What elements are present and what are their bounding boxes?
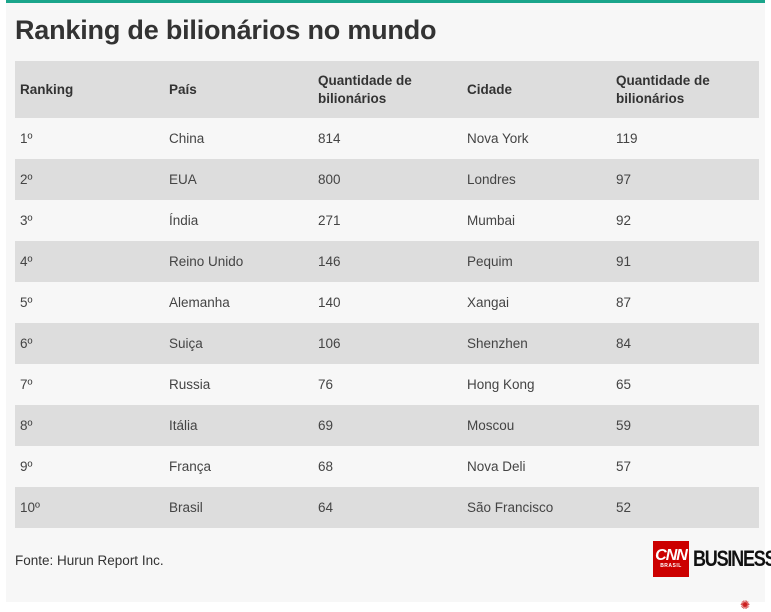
source-note: Fonte: Hurun Report Inc. [15,553,164,568]
infographic-card: Ranking de bilionários no mundo Ranking … [6,0,771,602]
spark-icon: ✺ [740,598,751,612]
cell-country: China [169,131,205,146]
header-country: País [169,81,197,97]
cell-ranking: 6º [20,336,33,351]
header-city: Cidade [467,81,513,97]
cell-city-billionaires: 84 [616,336,632,351]
table-row: 5º Alemanha 140 Xangai 87 [15,282,759,323]
cell-city: Nova Deli [467,459,526,474]
cell-country-billionaires: 76 [318,377,334,392]
cnn-business-logo: CNN BRASIL BUSINESS. [653,541,771,577]
cell-city: Hong Kong [467,377,535,392]
cell-ranking: 2º [20,172,33,187]
cell-country: Reino Unido [169,254,244,269]
business-word: BUSINESS [693,546,771,571]
cell-city: São Francisco [467,500,554,515]
cell-country-billionaires: 106 [318,336,341,351]
cnn-brasil-logo: CNN BRASIL [653,541,689,577]
cell-country-billionaires: 64 [318,500,334,515]
table-row: 9º França 68 Nova Deli 57 [15,446,759,487]
cell-city: Shenzhen [467,336,528,351]
table-row: 7º Russia 76 Hong Kong 65 [15,364,759,405]
header-country-billionaires: Quantidade de bilionários [318,72,412,106]
cell-country-billionaires: 68 [318,459,334,474]
cell-ranking: 4º [20,254,33,269]
cell-city-billionaires: 57 [616,459,632,474]
cell-city-billionaires: 59 [616,418,632,433]
cell-city: Mumbai [467,213,516,228]
table-row: 10º Brasil 64 São Francisco 52 [15,487,759,528]
cell-country: EUA [169,172,197,187]
cell-ranking: 10º [20,500,40,515]
cell-city-billionaires: 65 [616,377,632,392]
cell-city: Moscou [467,418,515,433]
cell-country: Índia [169,213,199,228]
cell-city-billionaires: 52 [616,500,632,515]
table-row: 4º Reino Unido 146 Pequim 91 [15,241,759,282]
cell-ranking: 3º [20,213,33,228]
cell-country: França [169,459,212,474]
cell-country: Brasil [169,500,203,515]
cell-country: Suiça [169,336,203,351]
table-header-row: Ranking País Quantidade de bilionários C… [15,61,759,118]
cell-country-billionaires: 69 [318,418,334,433]
billionaire-ranking-table: Ranking País Quantidade de bilionários C… [15,61,759,528]
cell-ranking: 7º [20,377,33,392]
cell-country-billionaires: 271 [318,213,341,228]
header-city-billionaires: Quantidade de bilionários [616,72,710,106]
cell-ranking: 1º [20,131,33,146]
cell-ranking: 9º [20,459,33,474]
table-row: 1º China 814 Nova York 119 [15,118,759,159]
cell-country-billionaires: 140 [318,295,341,310]
cell-country-billionaires: 146 [318,254,341,269]
cell-country: Russia [169,377,211,392]
cell-city: Londres [467,172,516,187]
table-row: 2º EUA 800 Londres 97 [15,159,759,200]
cell-city-billionaires: 87 [616,295,632,310]
cell-city-billionaires: 92 [616,213,632,228]
cnn-logo-text: CNN [655,547,688,564]
page-title: Ranking de bilionários no mundo [15,15,437,45]
table-row: 8º Itália 69 Moscou 59 [15,405,759,446]
business-logo-text: BUSINESS. [693,546,771,572]
cell-city-billionaires: 97 [616,172,632,187]
cnn-logo-subtext: BRASIL [660,563,682,569]
cell-country-billionaires: 814 [318,131,341,146]
cell-country: Itália [169,418,198,433]
cell-ranking: 5º [20,295,33,310]
cell-city-billionaires: 119 [616,131,638,146]
cell-country: Alemanha [169,295,230,310]
table-row: 6º Suiça 106 Shenzhen 84 [15,323,759,364]
cell-city: Pequim [467,254,513,269]
header-ranking: Ranking [20,81,74,97]
cell-city: Xangai [467,295,510,310]
cell-ranking: 8º [20,418,33,433]
cell-country-billionaires: 800 [318,172,341,187]
table-body: 1º China 814 Nova York 119 2º EUA 800 Londres 97 3… [15,118,759,528]
cell-city: Nova York [467,131,529,146]
cell-city-billionaires: 91 [616,254,632,269]
table-row: 3º Índia 271 Mumbai 92 [15,200,759,241]
